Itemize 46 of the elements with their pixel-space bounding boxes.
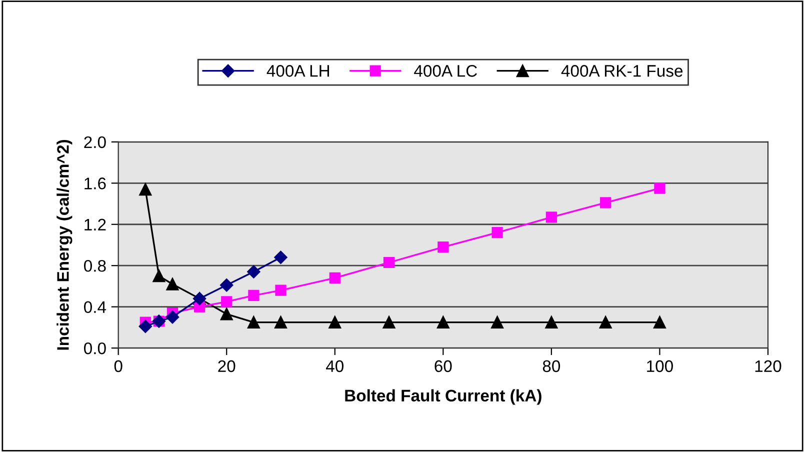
point	[152, 270, 166, 282]
point	[248, 290, 260, 302]
y-tick-label: 2.0	[84, 136, 106, 148]
x-tick-label: 20	[218, 360, 236, 372]
point	[274, 316, 287, 329]
point	[599, 316, 612, 329]
point	[382, 316, 396, 329]
point	[247, 316, 260, 329]
y-tick-label: 1.6	[84, 178, 106, 190]
point	[492, 227, 503, 238]
x-tick-label: 80	[542, 360, 560, 372]
point	[221, 296, 232, 308]
y-tick-label: 0.4	[84, 301, 106, 314]
x-tick-label: 60	[434, 360, 452, 372]
point	[600, 197, 612, 208]
point	[274, 250, 288, 264]
x-tick-label: 40	[326, 360, 344, 372]
legend-label: 400A LH	[266, 65, 329, 77]
point	[220, 308, 233, 320]
y-tick-label: 1.2	[84, 218, 106, 230]
point	[653, 316, 666, 329]
x-tick-label: 120	[755, 360, 782, 372]
point	[139, 183, 152, 196]
point	[545, 316, 558, 329]
point	[328, 316, 342, 329]
point	[329, 272, 340, 284]
y-tick-label: 0.8	[84, 260, 106, 272]
point	[546, 212, 557, 223]
point	[383, 256, 395, 268]
point	[166, 310, 180, 324]
point	[436, 316, 450, 329]
point	[491, 316, 504, 329]
point	[654, 182, 666, 194]
legend-label: 400A LC	[414, 65, 477, 77]
legend-label: 400A RK-1 Fuse	[561, 65, 682, 77]
point	[220, 278, 234, 292]
x-tick-label: 0	[114, 360, 122, 372]
point	[438, 241, 449, 253]
point	[138, 320, 152, 333]
point	[275, 284, 286, 296]
x-axis-title: Bolted Fault Current (kA)	[345, 389, 542, 405]
point	[247, 265, 260, 278]
x-tick-label: 100	[647, 360, 673, 372]
point	[166, 278, 179, 290]
y-tick-label: 0.0	[84, 342, 106, 354]
y-axis-title: Incident Energy (cal/cm^2)	[56, 140, 72, 350]
